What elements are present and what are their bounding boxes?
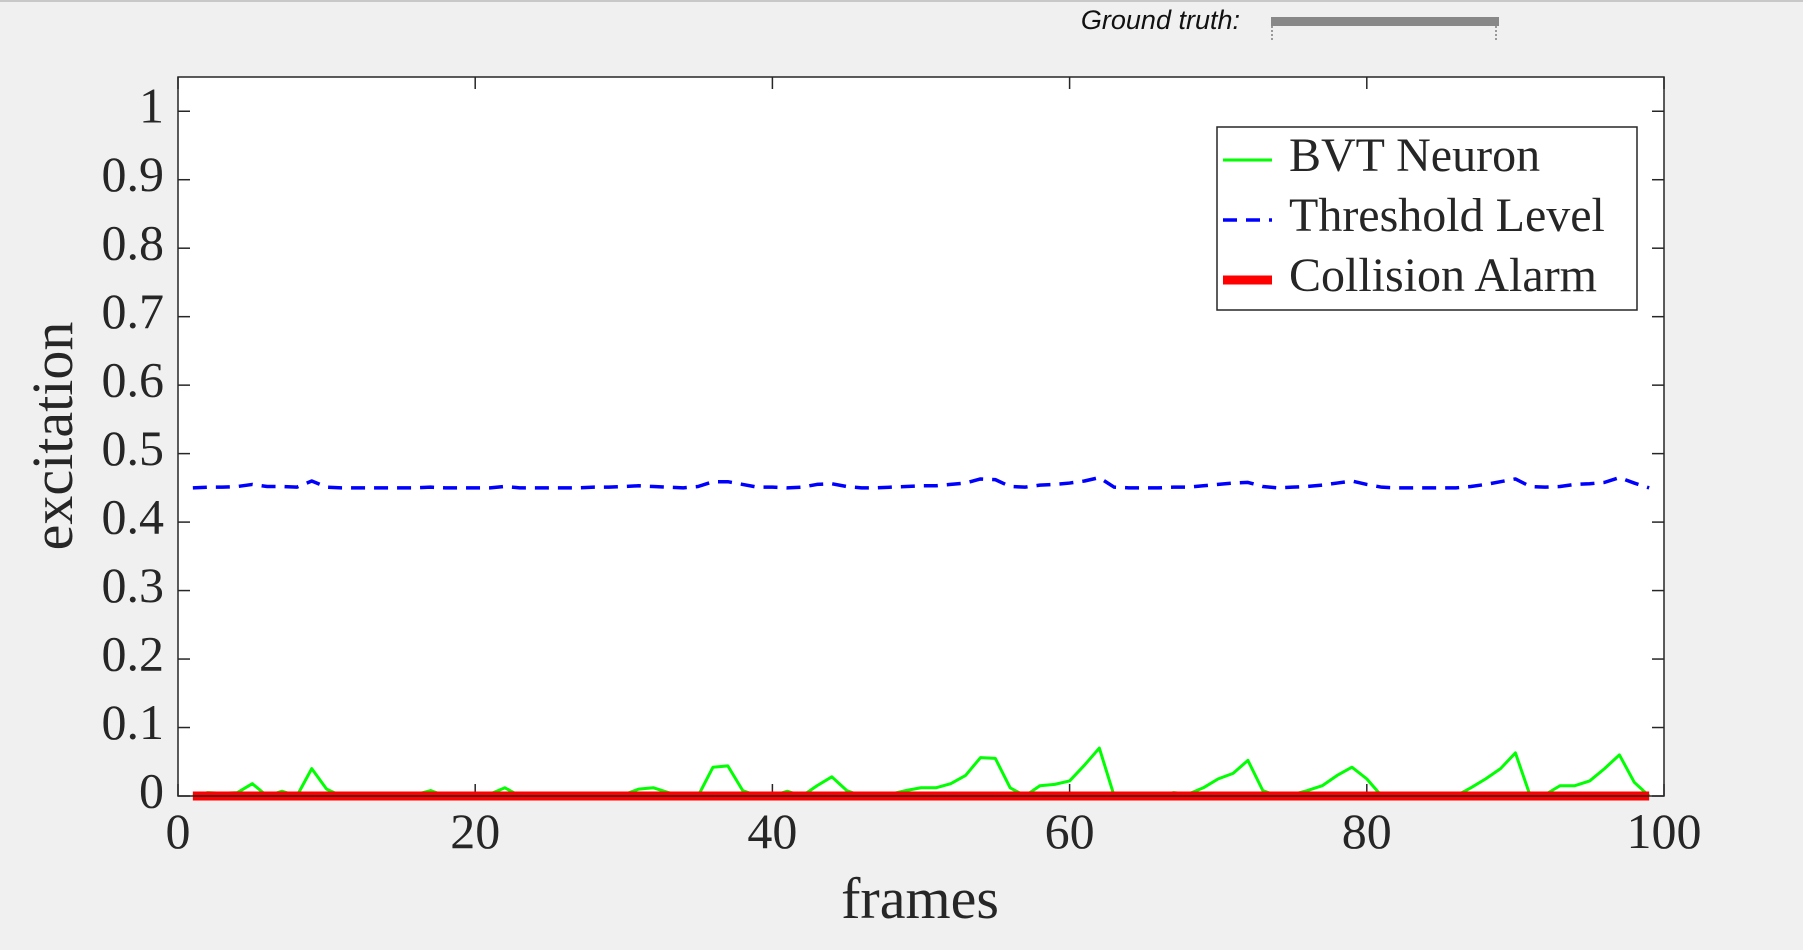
legend-box xyxy=(1216,126,1638,311)
legend-label: Collision Alarm xyxy=(1289,249,1597,302)
y-tick-label: 0.5 xyxy=(102,420,165,476)
y-tick-label: 0.7 xyxy=(102,283,165,339)
y-tick-label: 0.8 xyxy=(102,215,165,271)
y-tick-label: 1 xyxy=(139,78,164,134)
y-tick-label: 0.2 xyxy=(102,626,165,682)
x-tick-label: 80 xyxy=(1342,803,1392,859)
window-border xyxy=(0,0,1803,2)
y-tick-label: 0.3 xyxy=(102,557,165,613)
y-axis-label: excitation xyxy=(20,322,85,551)
y-tick-label: 0.6 xyxy=(102,352,165,408)
x-tick-label: 20 xyxy=(450,803,500,859)
ground-truth-bar[interactable] xyxy=(1271,17,1499,26)
x-tick-label: 60 xyxy=(1045,803,1095,859)
y-tick-label: 0 xyxy=(139,762,164,818)
y-tick-label: 0.4 xyxy=(102,489,165,545)
y-tick-label: 0.1 xyxy=(102,694,165,750)
series-line xyxy=(192,475,1650,490)
ground-truth-label: Ground truth: xyxy=(1081,5,1240,35)
legend-label: BVT Neuron xyxy=(1289,129,1540,182)
x-tick-label: 0 xyxy=(166,803,191,859)
plot-frame xyxy=(177,76,1665,797)
legend-label: Threshold Level xyxy=(1289,189,1605,242)
legend: BVT Neuron Threshold Level Collision Alarm xyxy=(1216,126,1638,311)
x-tick-label: 40 xyxy=(747,803,797,859)
x-tick-label: 100 xyxy=(1627,803,1702,859)
y-tick-label: 0.9 xyxy=(102,146,165,202)
x-axis-label: frames xyxy=(841,866,999,931)
